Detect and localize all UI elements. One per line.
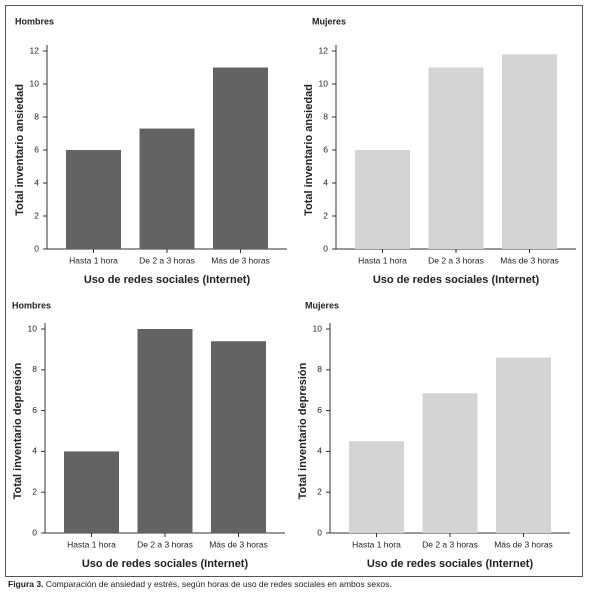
y-tick-label: 2 bbox=[317, 486, 322, 496]
bar bbox=[213, 67, 268, 249]
x-tick-label: De 2 a 3 horas bbox=[139, 255, 195, 265]
y-tick-label: 6 bbox=[32, 405, 37, 415]
y-tick-label: 12 bbox=[319, 45, 329, 55]
x-tick-label: Hasta 1 hora bbox=[67, 539, 116, 549]
bar bbox=[211, 341, 266, 533]
y-tick-label: 10 bbox=[319, 78, 329, 88]
x-tick-label: Hasta 1 hora bbox=[69, 255, 118, 265]
x-tick-label: Hasta 1 hora bbox=[358, 255, 407, 265]
x-tick-label: Más de 3 horas bbox=[494, 539, 553, 549]
x-axis-label: Uso de redes sociales (Internet) bbox=[82, 558, 249, 570]
y-tick-label: 6 bbox=[317, 405, 322, 415]
bar bbox=[66, 150, 121, 249]
y-tick-label: 4 bbox=[317, 446, 322, 456]
bar bbox=[422, 393, 478, 533]
y-tick-label: 8 bbox=[317, 364, 322, 374]
chart-title: Mujeres bbox=[312, 16, 346, 26]
chart-title: Mujeres bbox=[305, 300, 339, 310]
caption-text: Comparación de ansiedad y estrés, según … bbox=[46, 579, 392, 589]
x-tick-label: De 2 a 3 horas bbox=[422, 539, 478, 549]
caption-label: Figura 3. bbox=[8, 579, 43, 589]
x-tick-label: De 2 a 3 horas bbox=[428, 255, 484, 265]
bar bbox=[137, 329, 193, 533]
x-axis-label: Uso de redes sociales (Internet) bbox=[367, 558, 534, 570]
y-tick-label: 8 bbox=[32, 364, 37, 374]
y-tick-label: 4 bbox=[32, 446, 37, 456]
bar bbox=[349, 441, 404, 533]
y-axis-label: Total inventario ansiedad bbox=[14, 84, 26, 216]
chart-title: Hombres bbox=[12, 300, 51, 310]
x-tick-label: Más de 3 horas bbox=[500, 255, 559, 265]
y-tick-label: 0 bbox=[317, 527, 322, 537]
x-tick-label: Más de 3 horas bbox=[209, 539, 268, 549]
y-tick-label: 12 bbox=[30, 45, 40, 55]
chart-title: Hombres bbox=[15, 16, 54, 26]
y-tick-label: 0 bbox=[323, 243, 328, 253]
x-tick-label: De 2 a 3 horas bbox=[137, 539, 193, 549]
figure-frame bbox=[5, 5, 583, 577]
y-axis-label: Total inventario ansiedad bbox=[303, 84, 315, 216]
y-tick-label: 2 bbox=[34, 210, 39, 220]
y-tick-label: 4 bbox=[34, 177, 39, 187]
y-axis-label: Total inventario depresión bbox=[297, 362, 309, 499]
x-axis-label: Uso de redes sociales (Internet) bbox=[84, 274, 251, 286]
bar bbox=[139, 128, 195, 249]
y-tick-label: 0 bbox=[34, 243, 39, 253]
x-tick-label: Hasta 1 hora bbox=[352, 539, 401, 549]
figure-caption: Figura 3. Comparación de ansiedad y estr… bbox=[8, 579, 392, 589]
bar bbox=[64, 451, 119, 533]
y-tick-label: 2 bbox=[323, 210, 328, 220]
y-tick-label: 6 bbox=[34, 144, 39, 154]
y-axis-label: Total inventario depresión bbox=[12, 362, 24, 499]
y-tick-label: 8 bbox=[323, 111, 328, 121]
y-tick-label: 10 bbox=[313, 323, 323, 333]
y-tick-label: 2 bbox=[32, 486, 37, 496]
x-axis-label: Uso de redes sociales (Internet) bbox=[373, 274, 540, 286]
y-tick-label: 4 bbox=[323, 177, 328, 187]
bar bbox=[496, 357, 551, 533]
bar bbox=[428, 67, 484, 249]
y-tick-label: 10 bbox=[30, 78, 40, 88]
y-tick-label: 8 bbox=[34, 111, 39, 121]
x-tick-label: Más de 3 horas bbox=[211, 255, 270, 265]
bar bbox=[355, 150, 410, 249]
y-tick-label: 10 bbox=[28, 323, 38, 333]
y-tick-label: 0 bbox=[32, 527, 37, 537]
bar bbox=[502, 54, 557, 249]
y-tick-label: 6 bbox=[323, 144, 328, 154]
